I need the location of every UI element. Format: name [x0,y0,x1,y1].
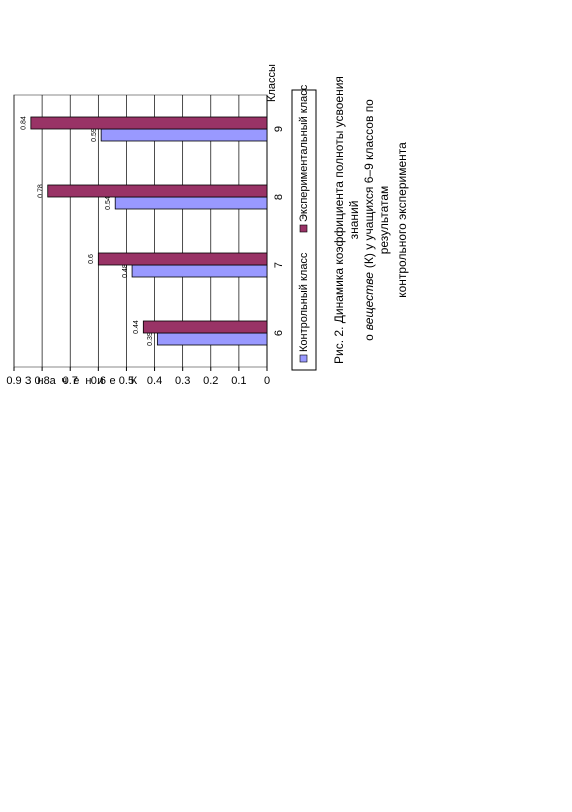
legend-label: Контрольный класс [298,252,310,352]
caption-part: о [362,334,376,341]
value-label: 0.78 [38,184,45,198]
x-tick-label: 8 [273,194,285,200]
x-axis-title: Классы [266,64,278,102]
bar [100,128,268,142]
bar [142,320,268,334]
y-tick-label: 0 [264,375,270,387]
caption-line: о веществе (К) у учащихся 6–9 классов по [362,99,376,341]
value-label: 0.44 [133,320,140,334]
y-tick-label: 0.9 [6,375,21,387]
y-axis-title: Значение К [25,375,143,387]
caption-line: контрольного эксперимента [395,142,409,298]
y-tick-label: 0.8 [34,375,49,387]
y-tick-label: 0.3 [175,375,190,387]
y-tick-label: 0.7 [63,375,78,387]
bar [114,196,268,210]
legend-swatch [299,224,308,233]
y-tick-label: 0.5 [119,375,134,387]
x-tick-label: 6 [273,330,285,336]
caption-line: знаний [347,201,361,240]
rotated-figure: Классы Рис. 2. Динамика коэффициента пол… [6,64,409,387]
value-label: 0.39 [147,332,154,346]
caption-part: (К) у учащихся 6–9 классов по [362,99,376,268]
legend-label: Экспериментальный класс [298,84,310,222]
bar [30,116,268,130]
value-label: 0.59 [91,128,98,142]
y-tick-label: 0.6 [91,375,106,387]
bar [97,252,268,266]
value-label: 0.84 [21,116,28,130]
caption-line: результатам [377,186,391,255]
value-label: 0.54 [105,196,112,210]
bar [156,332,268,346]
y-tick-label: 0.4 [147,375,162,387]
y-tick-label: 0.2 [203,375,218,387]
value-label: 0.6 [88,254,95,264]
y-tick-label: 0.1 [231,375,246,387]
value-label: 0.48 [122,264,129,278]
caption-line: Рис. 2. Динамика коэффициента полноты ус… [332,76,346,364]
x-tick-label: 7 [273,262,285,268]
bar [47,184,268,198]
caption-part: веществе [362,272,376,330]
bar [131,264,268,278]
x-tick-label: 9 [273,126,285,132]
legend-swatch [299,354,308,363]
